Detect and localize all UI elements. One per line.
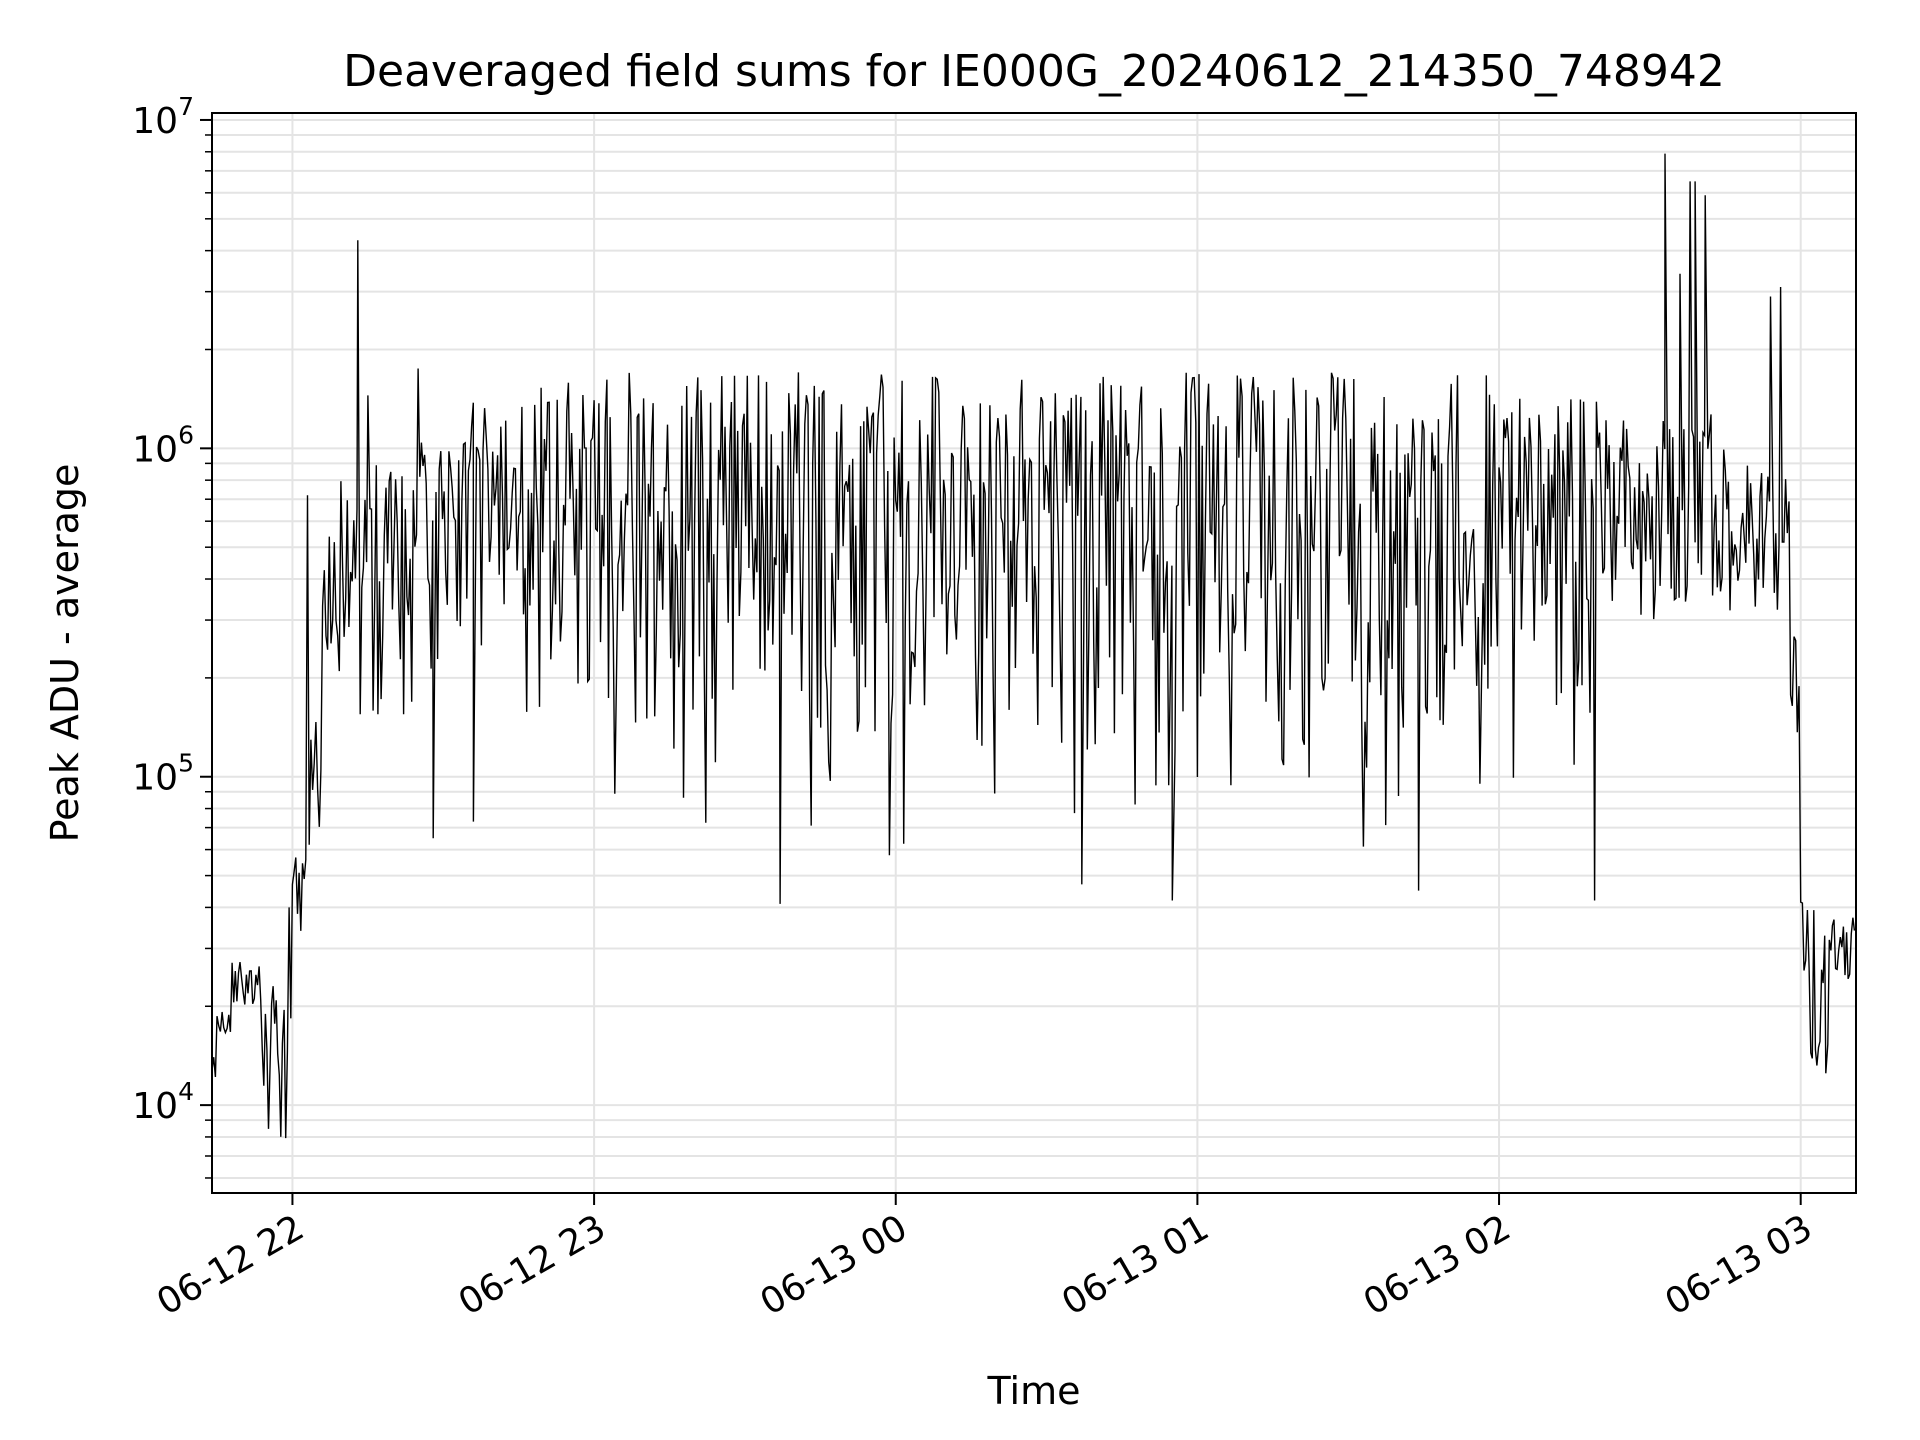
series-line (211, 153, 1856, 1139)
y-tick-label: 104 (132, 1077, 194, 1127)
data-series (211, 153, 1856, 1139)
chart-title: Deaveraged field sums for IE000G_2024061… (343, 46, 1725, 97)
y-tick-label: 107 (132, 92, 194, 142)
y-axis-label: Peak ADU - average (43, 464, 87, 843)
x-axis-label: Time (987, 1369, 1081, 1413)
y-tick-label: 105 (132, 749, 194, 799)
plot-frame (211, 112, 1857, 1194)
y-axis-ticks: 104 105 106 107 (132, 92, 212, 1179)
grid-lines (212, 113, 1856, 1193)
y-tick-label: 106 (132, 420, 194, 470)
